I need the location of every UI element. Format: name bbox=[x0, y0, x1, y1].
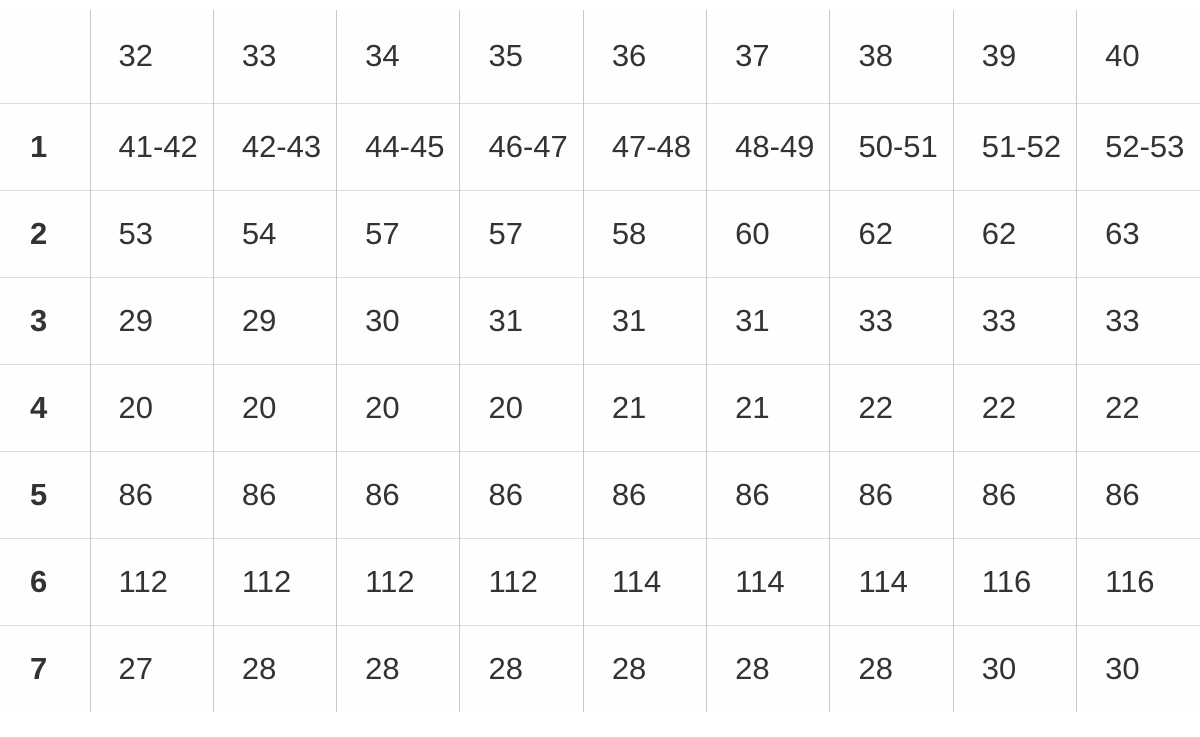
cell-r4-c32: 20 bbox=[89, 363, 214, 451]
column-header-32: 32 bbox=[89, 10, 214, 103]
cell-r3-c37: 31 bbox=[706, 276, 830, 364]
cell-r5-c37: 86 bbox=[706, 450, 830, 538]
cell-r2-c36: 58 bbox=[582, 189, 707, 277]
cell-r2-c37: 60 bbox=[706, 189, 830, 277]
cell-r6-c36: 114 bbox=[582, 537, 707, 625]
column-header-38: 38 bbox=[829, 10, 954, 103]
cell-r7-c35: 28 bbox=[459, 624, 584, 712]
cell-r4-c40: 22 bbox=[1076, 363, 1200, 451]
row-label-7: 7 bbox=[0, 624, 90, 712]
cell-r7-c37: 28 bbox=[706, 624, 830, 712]
cell-r7-c34: 28 bbox=[336, 624, 460, 712]
cell-r7-c32: 27 bbox=[89, 624, 214, 712]
table-row-4: 4 20 20 20 20 21 21 22 22 22 bbox=[0, 363, 1200, 451]
row-label-2: 2 bbox=[0, 189, 90, 277]
cell-r7-c40: 30 bbox=[1076, 624, 1200, 712]
cell-r3-c34: 30 bbox=[336, 276, 460, 364]
cell-r2-c34: 57 bbox=[336, 189, 460, 277]
column-header-35: 35 bbox=[459, 10, 584, 103]
row-label-5: 5 bbox=[0, 450, 90, 538]
table-row-2: 2 53 54 57 57 58 60 62 62 63 bbox=[0, 189, 1200, 277]
size-table: 32 33 34 35 36 37 38 39 40 1 41-42 42-43 44-45 46-47… bbox=[0, 10, 1200, 712]
cell-r3-c35: 31 bbox=[459, 276, 584, 364]
table-row-5: 5 86 86 86 86 86 86 86 86 86 bbox=[0, 450, 1200, 538]
cell-r3-c36: 31 bbox=[582, 276, 707, 364]
cell-r2-c32: 53 bbox=[89, 189, 214, 277]
row-label-6: 6 bbox=[0, 537, 90, 625]
column-header-33: 33 bbox=[212, 10, 337, 103]
cell-r1-c36: 47-48 bbox=[582, 102, 707, 190]
cell-r3-c40: 33 bbox=[1076, 276, 1200, 364]
cell-r7-c39: 30 bbox=[952, 624, 1077, 712]
cell-r6-c34: 112 bbox=[336, 537, 460, 625]
cell-r5-c38: 86 bbox=[829, 450, 954, 538]
row-label-1: 1 bbox=[0, 102, 90, 190]
cell-r4-c39: 22 bbox=[952, 363, 1077, 451]
cell-r1-c34: 44-45 bbox=[336, 102, 460, 190]
cell-r5-c32: 86 bbox=[89, 450, 214, 538]
cell-r2-c35: 57 bbox=[459, 189, 584, 277]
cell-r5-c39: 86 bbox=[952, 450, 1077, 538]
table-body: 1 41-42 42-43 44-45 46-47 47-48 48-49 50-51 51-5… bbox=[0, 102, 1200, 712]
cell-r3-c32: 29 bbox=[89, 276, 214, 364]
column-header-34: 34 bbox=[336, 10, 460, 103]
cell-r5-c36: 86 bbox=[582, 450, 707, 538]
cell-r1-c32: 41-42 bbox=[89, 102, 214, 190]
cell-r5-c40: 86 bbox=[1076, 450, 1200, 538]
corner-cell bbox=[0, 10, 90, 103]
column-header-36: 36 bbox=[582, 10, 707, 103]
cell-r1-c33: 42-43 bbox=[212, 102, 337, 190]
cell-r1-c40: 52-53 bbox=[1076, 102, 1200, 190]
cell-r4-c37: 21 bbox=[706, 363, 830, 451]
cell-r6-c39: 116 bbox=[952, 537, 1077, 625]
cell-r2-c39: 62 bbox=[952, 189, 1077, 277]
cell-r4-c36: 21 bbox=[582, 363, 707, 451]
table-row-7: 7 27 28 28 28 28 28 28 30 30 bbox=[0, 624, 1200, 712]
cell-r3-c38: 33 bbox=[829, 276, 954, 364]
column-header-39: 39 bbox=[952, 10, 1077, 103]
cell-r2-c40: 63 bbox=[1076, 189, 1200, 277]
cell-r6-c37: 114 bbox=[706, 537, 830, 625]
cell-r1-c39: 51-52 bbox=[952, 102, 1077, 190]
cell-r7-c38: 28 bbox=[829, 624, 954, 712]
table-row-3: 3 29 29 30 31 31 31 33 33 33 bbox=[0, 276, 1200, 364]
table-row-6: 6 112 112 112 112 114 114 114 116 116 bbox=[0, 537, 1200, 625]
cell-r1-c37: 48-49 bbox=[706, 102, 830, 190]
row-label-3: 3 bbox=[0, 276, 90, 364]
cell-r4-c34: 20 bbox=[336, 363, 460, 451]
cell-r5-c33: 86 bbox=[212, 450, 337, 538]
cell-r1-c38: 50-51 bbox=[829, 102, 954, 190]
column-header-37: 37 bbox=[706, 10, 830, 103]
cell-r3-c39: 33 bbox=[952, 276, 1077, 364]
row-label-4: 4 bbox=[0, 363, 90, 451]
cell-r6-c35: 112 bbox=[459, 537, 584, 625]
header-row: 32 33 34 35 36 37 38 39 40 bbox=[0, 10, 1200, 103]
cell-r5-c34: 86 bbox=[336, 450, 460, 538]
cell-r6-c40: 116 bbox=[1076, 537, 1200, 625]
cell-r2-c33: 54 bbox=[212, 189, 337, 277]
column-header-40: 40 bbox=[1076, 10, 1200, 103]
cell-r4-c38: 22 bbox=[829, 363, 954, 451]
cell-r2-c38: 62 bbox=[829, 189, 954, 277]
table-row-1: 1 41-42 42-43 44-45 46-47 47-48 48-49 50-51 51-5… bbox=[0, 102, 1200, 190]
cell-r4-c35: 20 bbox=[459, 363, 584, 451]
cell-r7-c33: 28 bbox=[212, 624, 337, 712]
cell-r6-c32: 112 bbox=[89, 537, 214, 625]
cell-r6-c38: 114 bbox=[829, 537, 954, 625]
cell-r6-c33: 112 bbox=[212, 537, 337, 625]
cell-r1-c35: 46-47 bbox=[459, 102, 584, 190]
cell-r7-c36: 28 bbox=[582, 624, 707, 712]
cell-r3-c33: 29 bbox=[212, 276, 337, 364]
cell-r5-c35: 86 bbox=[459, 450, 584, 538]
cell-r4-c33: 20 bbox=[212, 363, 337, 451]
